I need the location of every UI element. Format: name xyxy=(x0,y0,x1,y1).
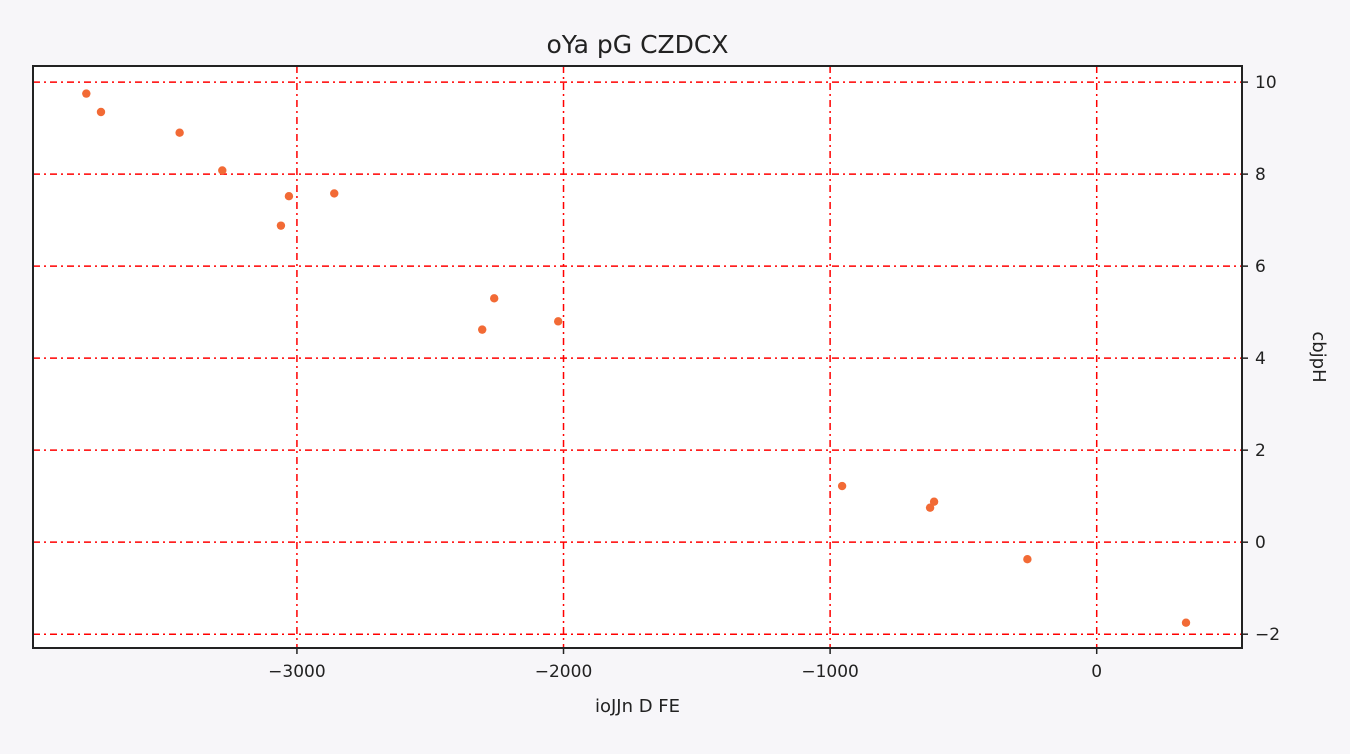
data-point xyxy=(1181,618,1191,627)
chart-title: oYa pG CZDCX xyxy=(547,30,729,59)
x-tick-label: 0 xyxy=(1091,662,1102,682)
x-tick-label: −2000 xyxy=(535,662,593,682)
data-point xyxy=(175,128,184,137)
data-point xyxy=(478,325,487,334)
y-tick-label: 2 xyxy=(1255,441,1266,461)
data-point xyxy=(284,192,294,201)
data-point xyxy=(218,166,227,175)
data-point xyxy=(929,497,939,506)
data-point xyxy=(1023,555,1032,564)
y-tick-label: 8 xyxy=(1255,165,1266,185)
x-tick-label: −1000 xyxy=(801,662,859,682)
ticks: −3000 −2000 −1000 0 −2 0 2 4 6 8 10 xyxy=(268,73,1280,682)
data-point xyxy=(553,317,563,326)
x-axis-label: ioJJn D FE xyxy=(595,696,680,717)
data-point xyxy=(276,221,286,230)
y-tick-label: 4 xyxy=(1255,349,1266,369)
plot-frame xyxy=(32,65,1243,649)
data-point xyxy=(96,107,106,117)
y-tick-label: 10 xyxy=(1255,73,1277,93)
data-point xyxy=(330,189,339,198)
y-axis-label: cbjpH xyxy=(1308,331,1329,382)
grid xyxy=(33,66,1242,648)
y-tick-label: −2 xyxy=(1255,625,1280,645)
data-point xyxy=(925,503,935,512)
data-point xyxy=(82,89,91,98)
data-point xyxy=(837,481,847,491)
plot-area xyxy=(33,66,1242,648)
x-tick-label: −3000 xyxy=(268,662,326,682)
y-tick-label: 0 xyxy=(1255,533,1266,553)
data-point xyxy=(490,294,499,303)
y-tick-label: 6 xyxy=(1255,257,1266,277)
data-points xyxy=(82,89,1191,627)
